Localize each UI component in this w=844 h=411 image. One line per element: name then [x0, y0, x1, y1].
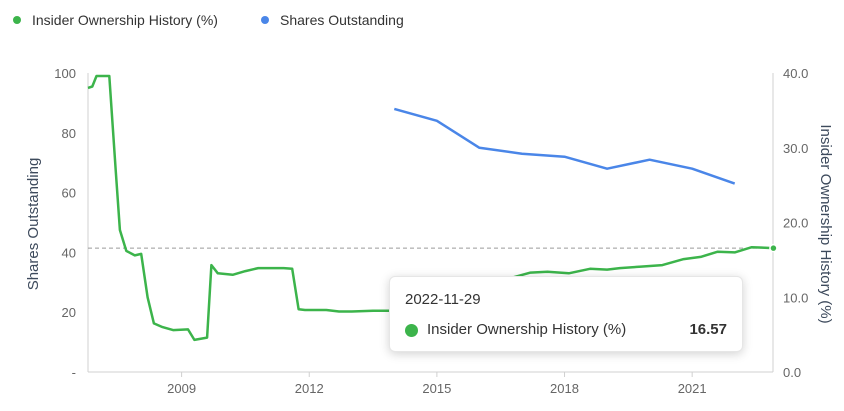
y-left-tick-label: 80: [62, 126, 76, 141]
y-right-tick-label: 20.0: [783, 216, 808, 231]
x-tick-label: 2009: [167, 381, 196, 396]
tooltip-row: Insider Ownership History (%) 16.57: [405, 321, 727, 341]
x-tick-label: 2021: [678, 381, 707, 396]
y-axis-left-title: Shares Outstanding: [25, 158, 42, 291]
tooltip-date: 2022-11-29: [405, 291, 481, 308]
y-left-tick-label: 100: [54, 66, 76, 81]
y-left-tick-label: 40: [62, 245, 76, 260]
tooltip-series-marker: [405, 324, 418, 337]
tooltip: 2022-11-29 Insider Ownership History (%)…: [389, 276, 743, 352]
hover-point-marker: [769, 243, 778, 253]
legend-item-insider[interactable]: Insider Ownership History (%): [13, 12, 218, 28]
y-right-tick-label: 30.0: [783, 141, 808, 156]
y-right-tick-label: 10.0: [783, 290, 808, 305]
legend-marker-shares: [261, 16, 269, 24]
y-right-tick-label: 0.0: [783, 365, 801, 380]
legend: Insider Ownership History (%) Shares Out…: [13, 12, 404, 28]
x-tick-label: 2012: [295, 381, 324, 396]
legend-label-insider: Insider Ownership History (%): [32, 12, 218, 28]
y-axis-left-ticks: - 20 40 60 80 100: [54, 66, 76, 380]
tooltip-value: 16.57: [689, 321, 727, 338]
series-line-shares-outstanding[interactable]: [393, 107, 736, 185]
y-left-tick-label: 60: [62, 186, 76, 201]
legend-label-shares: Shares Outstanding: [280, 12, 404, 28]
legend-item-shares[interactable]: Shares Outstanding: [261, 12, 404, 28]
legend-marker-insider: [13, 16, 21, 24]
y-left-tick-label: 20: [62, 305, 76, 320]
tooltip-series-name: Insider Ownership History (%): [427, 321, 627, 338]
x-tick-label: 2018: [550, 381, 579, 396]
x-axis-ticks: 2009 2012 2015 2018 2021: [167, 372, 707, 396]
y-axis-right-title: Insider Ownership History (%): [817, 124, 834, 323]
series-line-insider-ownership[interactable]: [87, 74, 774, 342]
y-axis-right-ticks: 0.0 10.0 20.0 30.0 40.0: [783, 66, 808, 380]
y-left-tick-label: -: [72, 365, 76, 380]
y-right-tick-label: 40.0: [783, 66, 808, 81]
x-tick-label: 2015: [422, 381, 451, 396]
